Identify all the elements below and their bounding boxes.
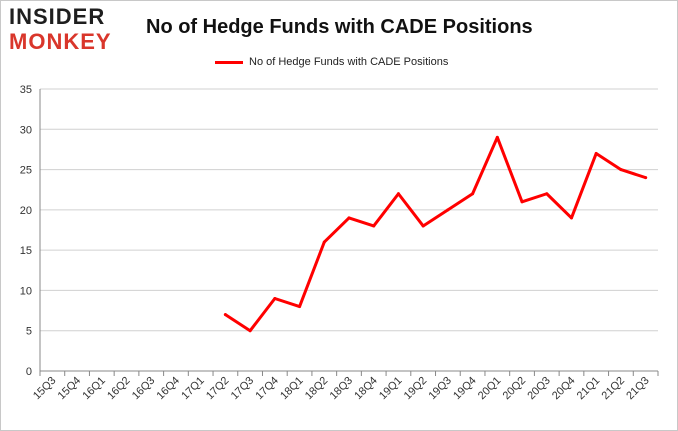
data-point-20Q2 (520, 200, 524, 204)
y-tick-label-30: 30 (20, 124, 32, 136)
data-point-21Q2 (619, 168, 623, 172)
x-tick-label-19Q3: 19Q3 (426, 375, 454, 403)
data-point-20Q3 (545, 192, 549, 196)
data-point-19Q3 (446, 208, 450, 212)
y-tick-label-20: 20 (20, 205, 32, 217)
y-tick-label-25: 25 (20, 165, 32, 177)
data-point-17Q3 (248, 329, 252, 333)
data-point-18Q4 (372, 224, 376, 228)
x-tick-label-16Q3: 16Q3 (130, 375, 158, 403)
data-point-19Q4 (471, 192, 475, 196)
data-point-18Q3 (347, 216, 351, 220)
x-tick-label-16Q1: 16Q1 (80, 375, 108, 403)
data-point-18Q2 (322, 240, 326, 244)
x-tick-label-21Q3: 21Q3 (624, 375, 652, 403)
x-tick-label-19Q4: 19Q4 (451, 375, 479, 403)
x-tick-label-16Q2: 16Q2 (105, 375, 133, 403)
data-point-19Q1 (396, 192, 400, 196)
x-tick-label-20Q1: 20Q1 (476, 375, 504, 403)
data-point-21Q1 (594, 151, 598, 155)
x-tick-label-17Q1: 17Q1 (179, 375, 207, 403)
x-tick-label-17Q2: 17Q2 (204, 375, 232, 403)
y-tick-label-0: 0 (26, 366, 32, 378)
legend-label: No of Hedge Funds with CADE Positions (249, 56, 449, 68)
data-point-17Q2 (223, 313, 227, 317)
y-tick-label-15: 15 (20, 245, 32, 257)
x-tick-label-16Q4: 16Q4 (155, 375, 183, 403)
data-point-19Q2 (421, 224, 425, 228)
y-tick-label-5: 5 (26, 326, 32, 338)
chart-title: No of Hedge Funds with CADE Positions (146, 16, 533, 38)
x-tick-label-15Q4: 15Q4 (56, 375, 84, 403)
data-point-20Q4 (569, 216, 573, 220)
x-tick-label-20Q4: 20Q4 (550, 375, 578, 403)
series-line-0 (223, 135, 648, 333)
data-point-17Q4 (273, 296, 277, 300)
x-tick-label-18Q3: 18Q3 (328, 375, 356, 403)
y-tick-label-35: 35 (20, 84, 32, 96)
logo-line-2: MONKEY (9, 29, 112, 54)
data-point-20Q1 (495, 135, 499, 139)
insider-monkey-logo: INSIDER MONKEY (9, 6, 127, 58)
y-tick-label-10: 10 (20, 285, 32, 297)
x-tick-label-17Q4: 17Q4 (253, 375, 281, 403)
x-tick-label-20Q2: 20Q2 (501, 375, 529, 403)
x-tick-label-19Q2: 19Q2 (402, 375, 430, 403)
data-point-21Q3 (644, 176, 648, 180)
x-tick-label-18Q1: 18Q1 (278, 375, 306, 403)
x-tick-label-21Q2: 21Q2 (600, 375, 628, 403)
logo-line-1: INSIDER (9, 4, 106, 29)
data-point-18Q1 (298, 305, 302, 309)
x-tick-label-18Q4: 18Q4 (352, 375, 380, 403)
x-tick-label-18Q2: 18Q2 (303, 375, 331, 403)
x-tick-label-17Q3: 17Q3 (229, 375, 257, 403)
chart-legend: No of Hedge Funds with CADE Positions (215, 54, 448, 70)
legend-swatch (215, 60, 243, 64)
x-tick-label-15Q3: 15Q3 (31, 375, 59, 403)
x-tick-label-20Q3: 20Q3 (525, 375, 553, 403)
x-tick-label-19Q1: 19Q1 (377, 375, 405, 403)
x-tick-label-21Q1: 21Q1 (575, 375, 603, 403)
